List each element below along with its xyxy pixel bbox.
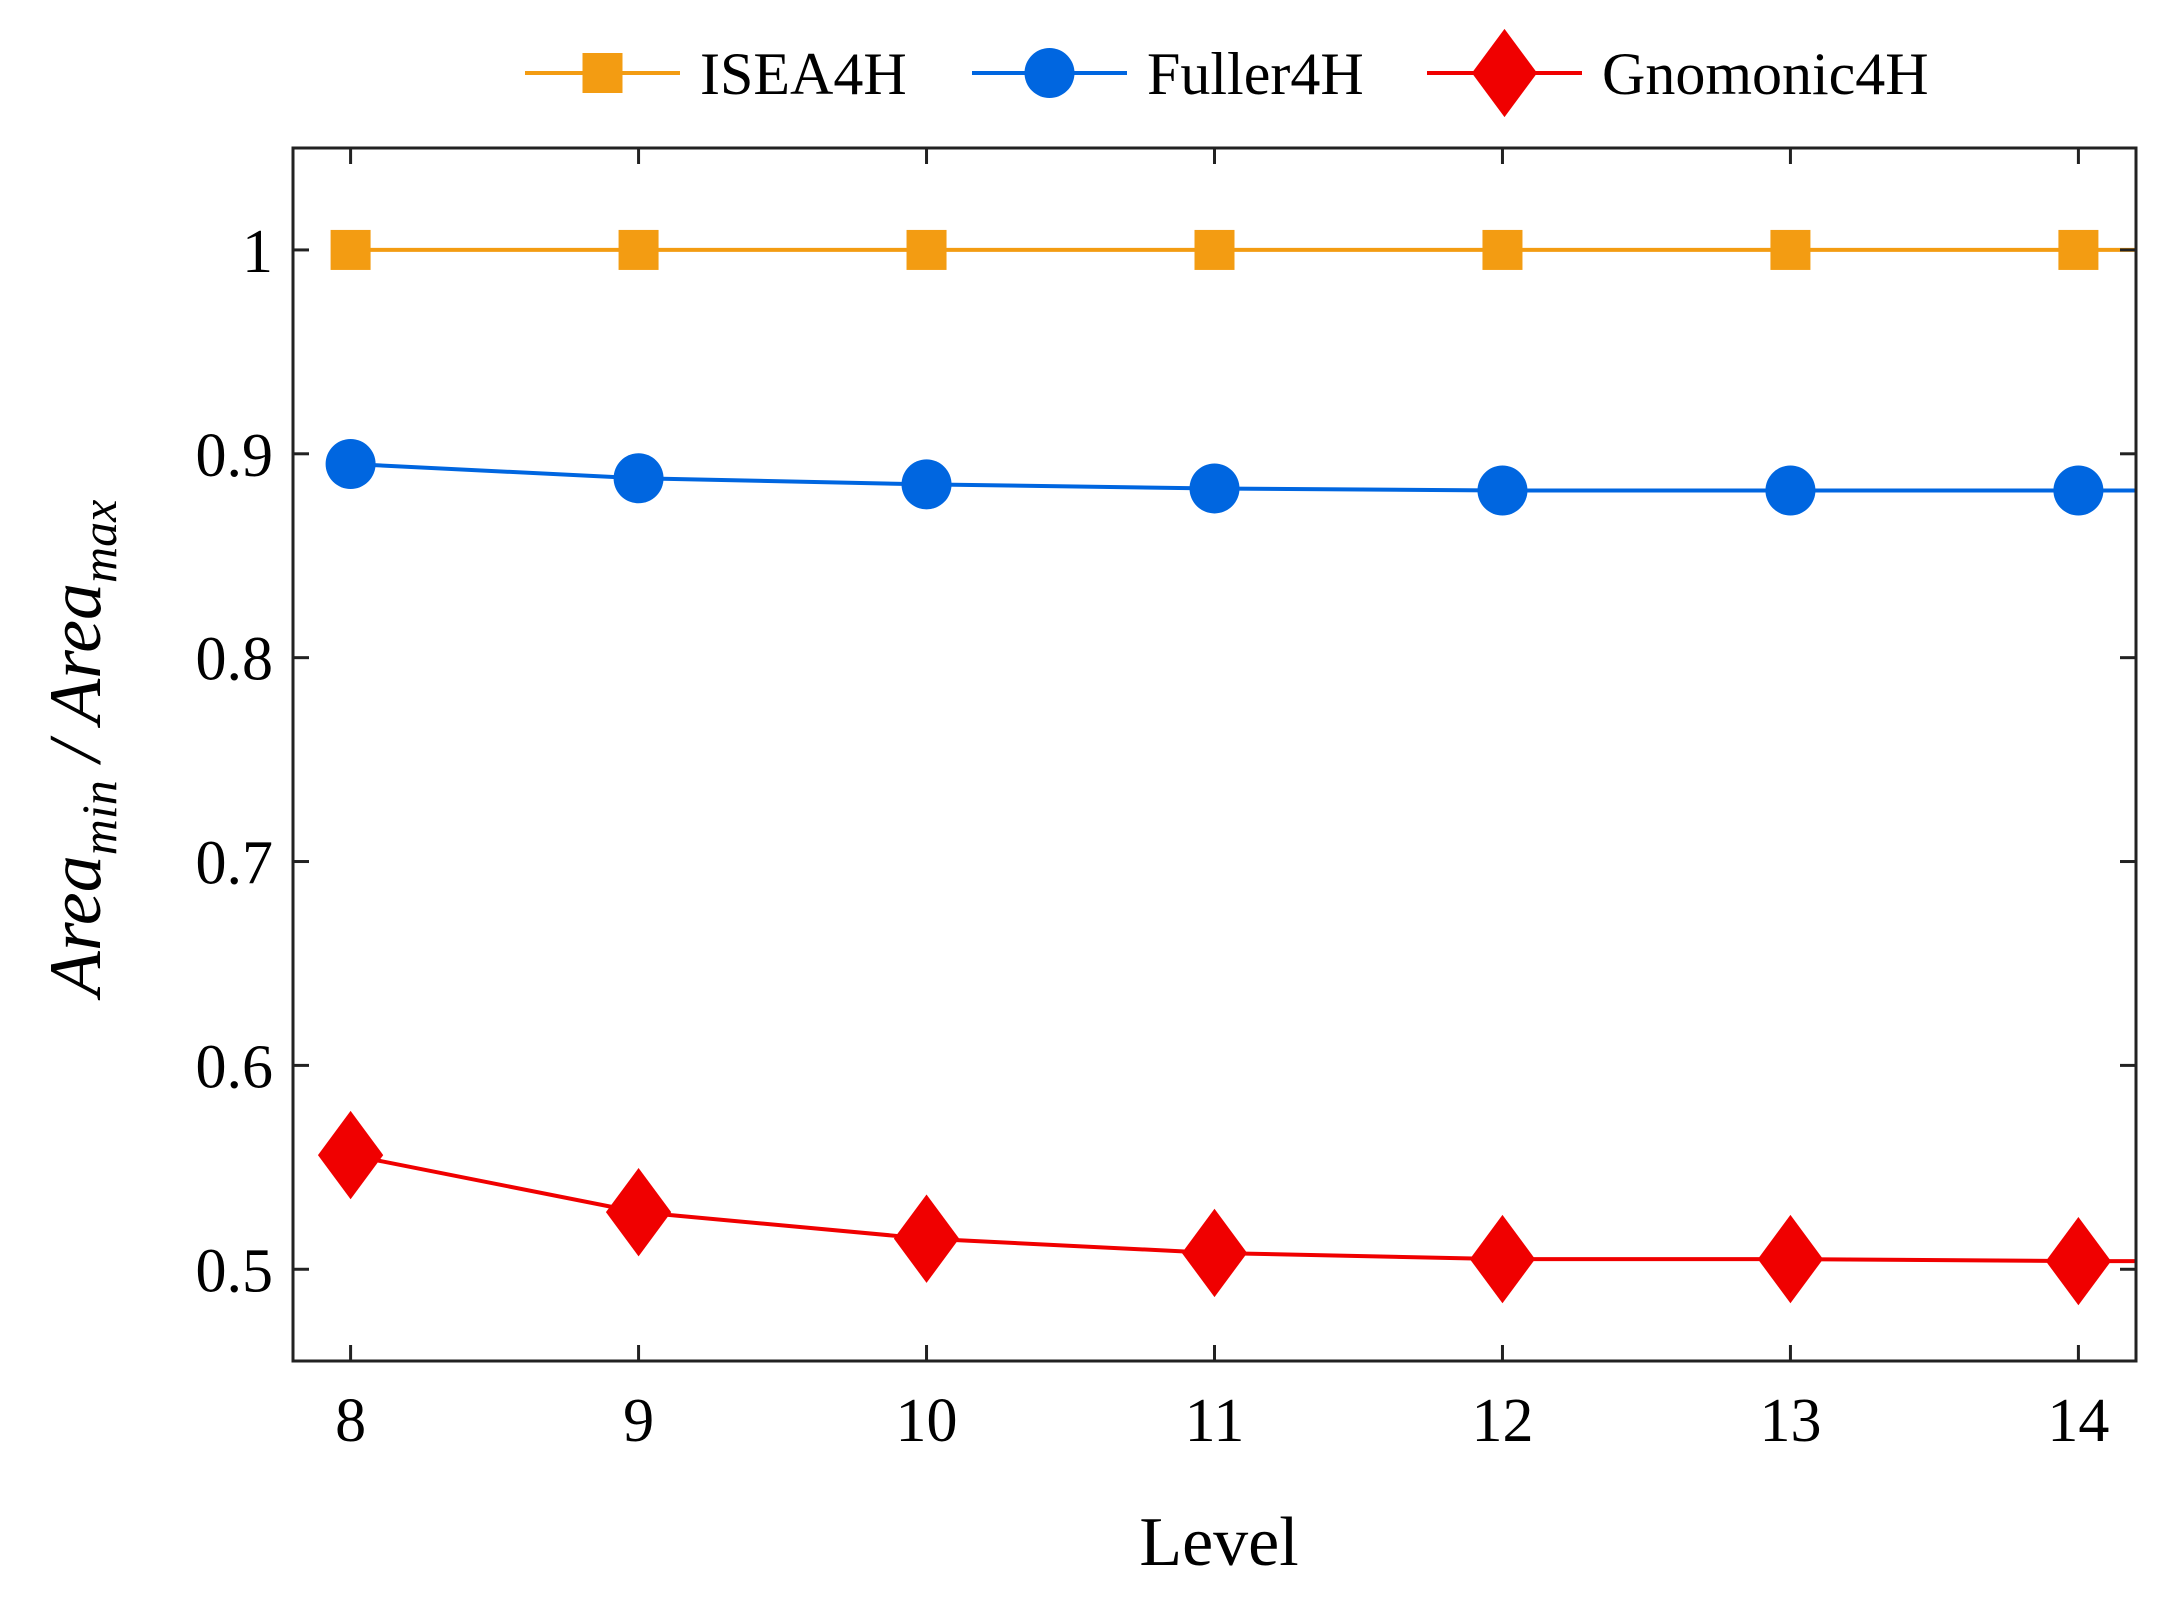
- y-tick-label: 0.6: [196, 1033, 274, 1101]
- data-point-fuller4h: [2053, 465, 2104, 516]
- data-point-gnomonic4h: [1469, 1214, 1536, 1304]
- legend-marker-isea4h: [582, 53, 623, 93]
- legend-marker-gnomonic4h: [1471, 28, 1538, 118]
- y-tick-label: 0.9: [196, 422, 274, 490]
- y-tick-label: 0.8: [196, 626, 274, 694]
- legend: ISEA4H Fuller4H Gnomonic4H: [525, 28, 1929, 118]
- x-tick-label: 8: [335, 1387, 366, 1455]
- x-axis-label: Level: [1139, 1504, 1298, 1581]
- x-tick-label: 14: [2047, 1387, 2109, 1455]
- x-tick-label: 9: [623, 1387, 654, 1455]
- x-tick-label: 13: [1759, 1387, 1821, 1455]
- y-axis-label: Areamin / Areamax: [35, 500, 127, 1002]
- legend-label-isea4h: ISEA4H: [700, 41, 907, 107]
- y-tick-label: 0.7: [196, 830, 274, 898]
- data-point-fuller4h: [613, 453, 664, 504]
- legend-marker-fuller4h: [1024, 48, 1075, 98]
- data-point-isea4h: [1194, 229, 1235, 270]
- x-tick-label: 12: [1471, 1387, 1533, 1455]
- data-point-isea4h: [330, 229, 371, 270]
- data-point-isea4h: [1482, 229, 1523, 270]
- data-point-isea4h: [1770, 229, 1811, 270]
- y-axis-label-separator: /: [35, 724, 117, 780]
- data-point-gnomonic4h: [317, 1110, 384, 1200]
- data-point-fuller4h: [901, 459, 952, 510]
- series-line-gnomonic4h: [350, 1153, 2136, 1264]
- legend-label-gnomonic4h: Gnomonic4H: [1602, 41, 1929, 107]
- legend-label-fuller4h: Fuller4H: [1147, 41, 1364, 107]
- data-point-isea4h: [2058, 229, 2099, 270]
- x-tick-label: 11: [1185, 1387, 1245, 1455]
- y-axis-label-area-max: Area: [35, 583, 117, 729]
- axes: 8 9 10 11 12 13 14 0.5 0.6 0.7 0.8 0.9 1: [196, 146, 2138, 1455]
- y-tick-label: 1: [242, 218, 273, 286]
- series-line-fuller4h: [350, 461, 2136, 493]
- data-point-fuller4h: [1189, 463, 1240, 514]
- y-axis-label-area-min: Area: [35, 855, 117, 1001]
- y-axis-label-max-subscript: max: [71, 500, 127, 583]
- y-axis-label-min-subscript: min: [71, 780, 127, 855]
- plot-frame: [291, 146, 2138, 1363]
- x-tick-label: 10: [896, 1387, 958, 1455]
- plot-area: [317, 229, 2136, 1306]
- y-tick-label: 0.5: [196, 1237, 274, 1305]
- data-point-gnomonic4h: [893, 1194, 960, 1283]
- data-point-fuller4h: [1765, 465, 1816, 516]
- data-point-gnomonic4h: [1181, 1208, 1248, 1298]
- data-point-gnomonic4h: [2045, 1216, 2112, 1306]
- data-point-isea4h: [906, 229, 947, 270]
- data-point-fuller4h: [1477, 465, 1528, 516]
- data-point-isea4h: [618, 229, 659, 270]
- data-point-fuller4h: [325, 438, 376, 489]
- data-point-gnomonic4h: [1757, 1214, 1824, 1304]
- data-point-gnomonic4h: [605, 1168, 672, 1257]
